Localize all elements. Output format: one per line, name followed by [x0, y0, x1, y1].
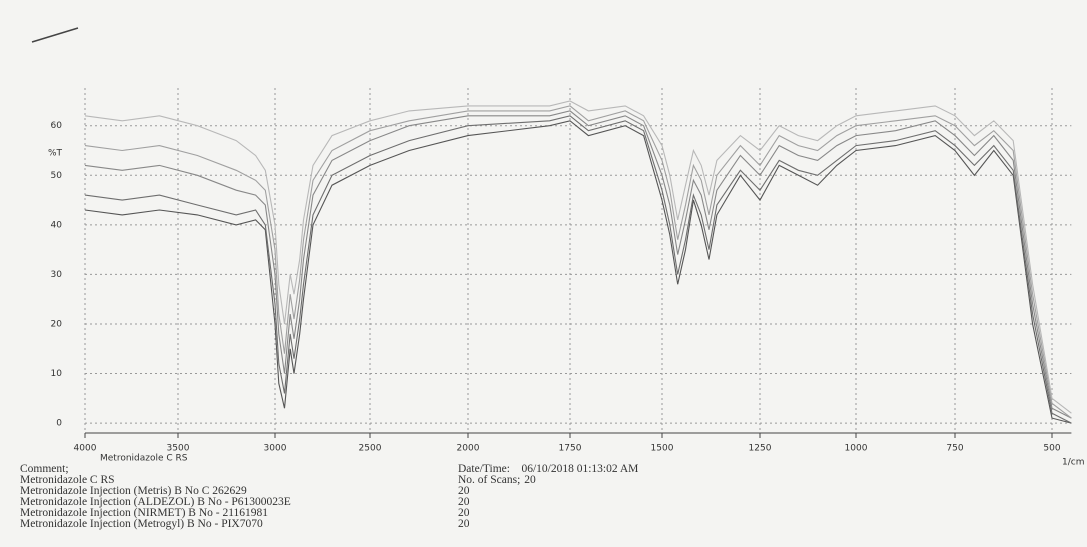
sample-name: Metronidazole Injection (NIRMET) B No - … — [20, 507, 269, 519]
sample-name: Metronidazole Injection (Metrogyl) B No … — [20, 518, 263, 530]
x-tick-label: 750 — [946, 444, 963, 454]
scans-list: No. of Scans; 20 20 20 20 20 — [458, 474, 638, 530]
x-tick-label: 2000 — [457, 444, 480, 454]
spectrum-line — [84, 100, 1072, 414]
sample-list: Metronidazole C RS Metronidazole Injectio… — [20, 474, 295, 530]
x-tick-label: 1000 — [845, 444, 868, 454]
pen-mark — [31, 27, 79, 43]
scans-value: 20 — [524, 474, 536, 486]
x-tick-label: 3500 — [167, 444, 190, 454]
x-tick-label: 3000 — [264, 444, 287, 454]
scans-value: 20 — [458, 496, 470, 508]
y-tick-label: 0 — [56, 419, 62, 429]
spectrum-line — [84, 105, 1072, 419]
sample-name: Metronidazole C RS — [20, 474, 115, 486]
y-tick-label: 30 — [51, 270, 63, 280]
comment-label: Comment; — [20, 463, 69, 475]
y-axis-label: %T — [48, 149, 63, 159]
spectrum-line — [84, 110, 1072, 419]
spectrum-line — [84, 120, 1072, 424]
scans-row: No. of Scans; 20 — [458, 474, 638, 486]
x-tick-label: 1250 — [749, 444, 772, 454]
y-tick-label: 40 — [51, 220, 63, 230]
y-tick-label: 50 — [51, 171, 63, 181]
date-block: Date/Time: 06/10/2018 01:13:02 AM No. of… — [458, 463, 639, 530]
scans-value: 20 — [458, 507, 470, 519]
scans-value: 20 — [458, 518, 470, 530]
x-tick-label: 1500 — [651, 444, 674, 454]
y-tick-label: 20 — [51, 319, 63, 329]
x-tick-label: 4000 — [74, 444, 97, 454]
x-tick-label: 1750 — [559, 444, 582, 454]
scans-value: 20 — [458, 485, 470, 497]
plot-label: Metronidazole C RS — [100, 454, 188, 464]
comment-block: Comment; Metronidazole C RS Metronidazole… — [20, 463, 295, 530]
date-label: Date/Time: — [458, 463, 510, 475]
date-value: 06/10/2018 01:13:02 AM — [521, 463, 639, 475]
sample-name: Metronidazole Injection (Metris) B No C … — [20, 485, 247, 497]
scans-label: No. of Scans; — [458, 474, 521, 486]
spectrum-line — [84, 115, 1072, 424]
x-tick-label: 2500 — [359, 444, 382, 454]
x-tick-label: 500 — [1043, 444, 1060, 454]
y-tick-label: 60 — [51, 121, 63, 131]
y-tick-label: 10 — [51, 369, 63, 379]
sample-name: Metronidazole Injection (ALDEZOL) B No -… — [20, 496, 291, 508]
x-axis-label: 1/cm — [1062, 458, 1084, 468]
